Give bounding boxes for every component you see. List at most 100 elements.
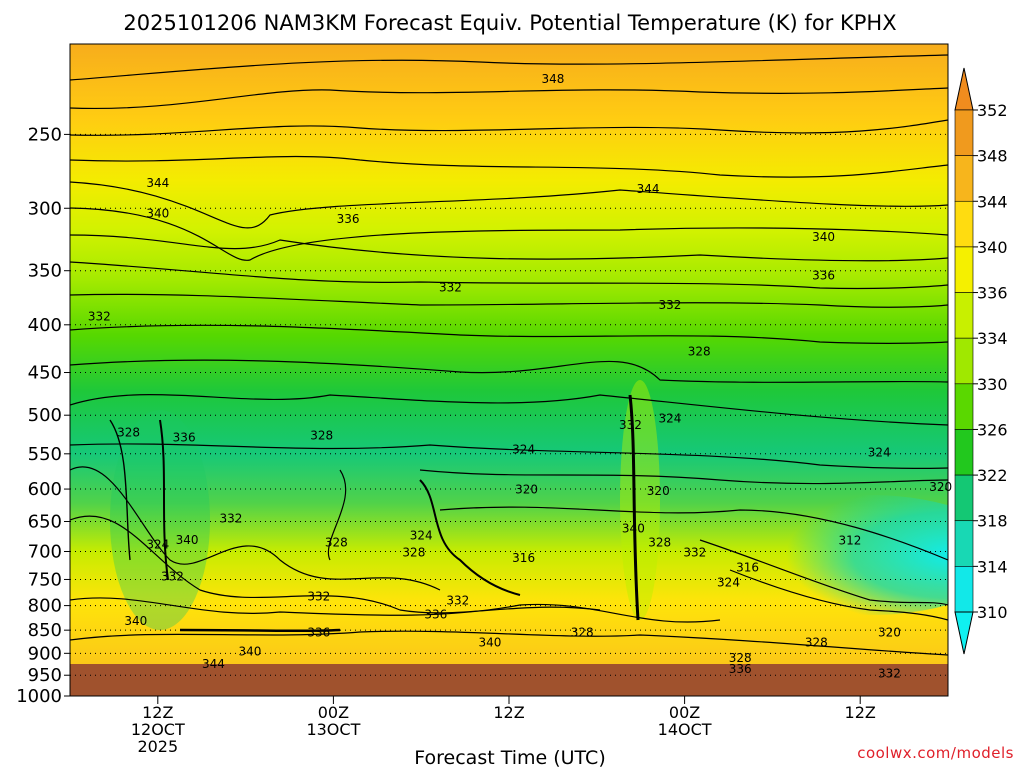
x-tick-label: 2025: [137, 737, 178, 756]
contour-label: 340: [146, 207, 169, 221]
contour-label: 328: [402, 546, 425, 560]
contour-label: 328: [325, 536, 348, 550]
x-tick-label: 12Z: [142, 703, 173, 722]
contour-label: 332: [683, 546, 706, 560]
colorbar-tick-label: 352: [977, 101, 1008, 120]
y-tick-label: 500: [28, 405, 62, 426]
contour-label: 332: [619, 418, 642, 432]
colorbar-swatch: [954, 474, 974, 522]
colorbar-tick-label: 310: [977, 603, 1008, 622]
colorbar-swatch: [954, 566, 974, 613]
convective-plume: [620, 380, 660, 620]
contour-label: 320: [515, 483, 538, 497]
contour-label: 316: [736, 560, 759, 574]
contour-label: 332: [161, 570, 184, 584]
contour-label: 332: [439, 281, 462, 295]
contour-label: 320: [878, 626, 901, 640]
contour-label: 328: [648, 536, 671, 550]
y-tick-label: 550: [28, 444, 62, 465]
y-tick-label: 600: [28, 479, 62, 500]
contour-label: 344: [146, 176, 169, 190]
contour-label: 344: [202, 657, 225, 671]
x-tick-label: 13OCT: [306, 720, 360, 739]
y-tick-label: 950: [28, 665, 62, 686]
contour-labels: 348 344 344 340 336 340 336 332 332 332 328 324 332 3…: [88, 72, 952, 681]
y-tick-label: 350: [28, 261, 62, 282]
colorbar-swatch: [954, 200, 974, 248]
colorbar-tick-label: 336: [977, 284, 1008, 303]
colorbar-tick-label: 334: [977, 329, 1008, 348]
contour-label: 324: [868, 445, 891, 459]
colorbar-swatch: [954, 292, 974, 339]
colorbar-tick-label: 318: [977, 512, 1008, 531]
contour-label: 336: [729, 662, 752, 676]
contour-label: 332: [878, 667, 901, 681]
contour-label: 348: [541, 72, 564, 86]
x-tick-label: 12OCT: [131, 720, 185, 739]
contour-label: 332: [446, 594, 469, 608]
x-tick-label: 00Z: [669, 703, 700, 722]
colorbar-tick-label: 340: [977, 238, 1008, 257]
colorbar-cap-bottom: [954, 611, 974, 655]
contour-label: 340: [239, 645, 262, 659]
x-tick-label: 14OCT: [658, 720, 712, 739]
colorbar-tick-label: 314: [977, 557, 1008, 576]
contour-label: 328: [729, 651, 752, 665]
convective-plume: [110, 410, 210, 630]
y-tick-label: 900: [28, 643, 62, 664]
contour-label: 328: [571, 626, 594, 640]
low-theta-region: [730, 495, 948, 615]
y-tick-label: 650: [28, 511, 62, 532]
contour-label: 340: [622, 521, 645, 535]
y-tick-label: 700: [28, 542, 62, 563]
contour-label: 332: [307, 589, 330, 603]
y-tick-label: 400: [28, 315, 62, 336]
contour-label: 324: [659, 411, 682, 425]
y-tick-label: 750: [28, 569, 62, 590]
contour-label: 336: [337, 212, 360, 226]
colorbar-swatch: [954, 520, 974, 567]
y-tick-label: 250: [28, 124, 62, 145]
chart-title: 2025101206 NAM3KM Forecast Equiv. Potent…: [123, 11, 896, 35]
colorbar-swatch: [954, 383, 974, 430]
contour-label: 340: [124, 614, 147, 628]
contour-label: 324: [512, 442, 535, 456]
contour-label: 340: [812, 230, 835, 244]
contour-label: 332: [220, 511, 243, 525]
contour-label: 332: [659, 298, 682, 312]
contour-label: 320: [929, 480, 952, 494]
colorbar-tick-label: 348: [977, 147, 1008, 166]
contour-lines: [70, 54, 948, 656]
contour-label: 340: [479, 635, 502, 649]
contour-label: 320: [647, 484, 670, 498]
contour-label: 336: [173, 430, 196, 444]
contour-label: 340: [176, 533, 199, 547]
colorbar-swatch: [954, 429, 974, 476]
contour-label: 324: [410, 529, 433, 543]
colorbar-swatch: [954, 337, 974, 385]
colorbar-tick-label: 344: [977, 192, 1008, 211]
x-tick-label: 00Z: [318, 703, 349, 722]
contour-label: 316: [512, 551, 535, 565]
y-tick-label: 800: [28, 596, 62, 617]
y-tick-label: 300: [28, 198, 62, 219]
colorbar-tick-label: 330: [977, 375, 1008, 394]
contour-label: 332: [88, 310, 111, 324]
contour-label: 328: [688, 344, 711, 358]
y-tick-label: 1000: [16, 686, 62, 707]
terrain: [70, 664, 948, 696]
colorbar-swatch: [954, 155, 974, 202]
colorbar-cap-top: [954, 67, 974, 111]
contour-label: 336: [307, 626, 330, 640]
contour-label: 328: [117, 426, 140, 440]
colorbar-tick-label: 322: [977, 466, 1008, 485]
x-tick-label: 12Z: [845, 703, 876, 722]
x-tick-label: 12Z: [493, 703, 524, 722]
watermark-link[interactable]: coolwx.com/models: [857, 744, 1014, 762]
pressure-axis: 2503003504004505005506006507007508008509…: [16, 124, 70, 707]
contour-label: 328: [805, 635, 828, 649]
colorbar-swatch: [954, 109, 974, 156]
x-axis-label: Forecast Time (UTC): [414, 747, 605, 768]
y-tick-label: 850: [28, 620, 62, 641]
